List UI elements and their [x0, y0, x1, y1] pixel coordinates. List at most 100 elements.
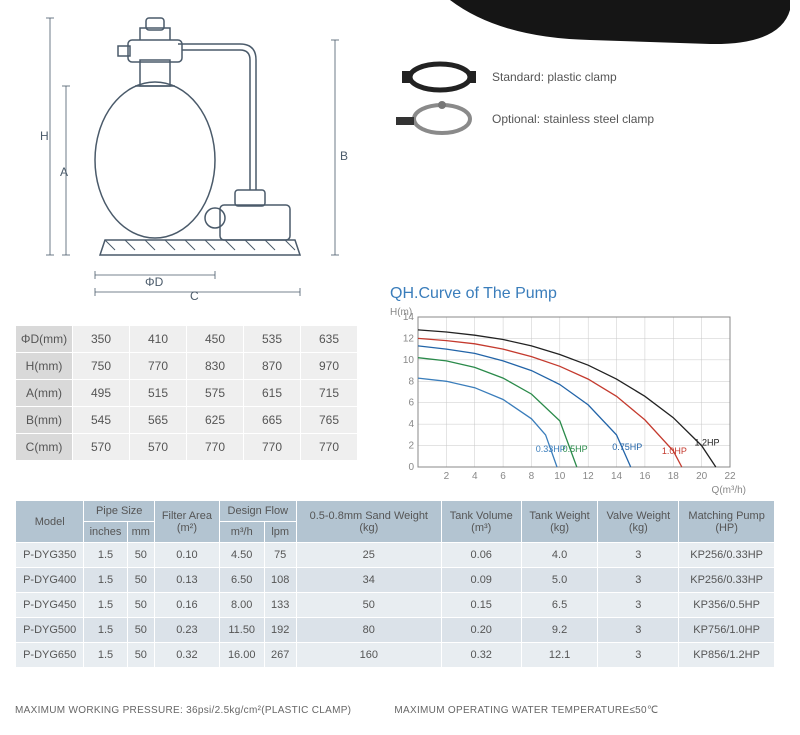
dim-cell: 410 — [130, 326, 187, 353]
svg-text:8: 8 — [408, 376, 414, 387]
spec-cell: 3 — [598, 568, 679, 593]
spec-header: Filter Area(m²) — [155, 501, 220, 543]
spec-cell: 0.32 — [155, 643, 220, 668]
dim-cell: 570 — [73, 434, 130, 461]
clamp-standard-label: Standard: plastic clamp — [492, 70, 617, 84]
spec-header: Tank Volume(m³) — [441, 501, 521, 543]
svg-text:2: 2 — [408, 441, 414, 452]
dim-cell: 770 — [301, 434, 358, 461]
spec-cell: 1.5 — [84, 568, 127, 593]
spec-cell: 0.10 — [155, 543, 220, 568]
dim-label-phiD: ΦD — [145, 275, 164, 289]
spec-cell: 6.5 — [521, 593, 598, 618]
spec-cell: 267 — [264, 643, 296, 668]
spec-subheader: inches — [84, 522, 127, 543]
spec-cell: 3 — [598, 543, 679, 568]
spec-cell: 80 — [296, 618, 441, 643]
spec-cell: KP356/0.5HP — [679, 593, 775, 618]
spec-cell: P-DYG400 — [16, 568, 84, 593]
spec-cell: 0.23 — [155, 618, 220, 643]
spec-cell: P-DYG500 — [16, 618, 84, 643]
footnotes: MAXIMUM WORKING PRESSURE: 36psi/2.5kg/cm… — [15, 705, 775, 716]
svg-text:0.5HP: 0.5HP — [563, 444, 588, 454]
spec-cell: 3 — [598, 593, 679, 618]
svg-text:18: 18 — [668, 471, 680, 482]
spec-cell: 1.5 — [84, 618, 127, 643]
spec-cell: 0.16 — [155, 593, 220, 618]
spec-cell: 5.0 — [521, 568, 598, 593]
dim-cell: 665 — [244, 407, 301, 434]
svg-text:8: 8 — [529, 471, 535, 482]
dim-label-H: H — [40, 129, 49, 143]
spec-cell: 4.50 — [219, 543, 264, 568]
dim-cell: 830 — [187, 353, 244, 380]
dim-cell: 770 — [244, 434, 301, 461]
dim-cell: 765 — [301, 407, 358, 434]
spec-header: Pipe Size — [84, 501, 155, 522]
svg-text:16: 16 — [639, 471, 651, 482]
spec-cell: 108 — [264, 568, 296, 593]
footnote-temp: MAXIMUM OPERATING WATER TEMPERATURE≤50℃ — [394, 705, 658, 716]
chart-title: QH.Curve of The Pump — [390, 285, 760, 303]
dim-cell: 515 — [130, 380, 187, 407]
svg-text:6: 6 — [500, 471, 506, 482]
spec-cell: 1.5 — [84, 643, 127, 668]
spec-header: Valve Weight(kg) — [598, 501, 679, 543]
spec-cell: 11.50 — [219, 618, 264, 643]
svg-text:2: 2 — [444, 471, 450, 482]
dim-cell: 715 — [301, 380, 358, 407]
spec-cell: 8.00 — [219, 593, 264, 618]
spec-cell: 0.06 — [441, 543, 521, 568]
spec-cell: 0.13 — [155, 568, 220, 593]
spec-cell: 3 — [598, 618, 679, 643]
spec-cell: 0.20 — [441, 618, 521, 643]
dim-cell: 565 — [130, 407, 187, 434]
spec-cell: 50 — [127, 543, 154, 568]
spec-cell: 12.1 — [521, 643, 598, 668]
spec-table: ModelPipe SizeFilter Area(m²)Design Flow… — [15, 500, 775, 668]
spec-cell: 3 — [598, 643, 679, 668]
spec-cell: 9.2 — [521, 618, 598, 643]
spec-cell: 50 — [127, 643, 154, 668]
dim-label-A: A — [60, 165, 68, 179]
svg-text:10: 10 — [554, 471, 566, 482]
plastic-clamp-icon — [390, 59, 480, 95]
svg-text:10: 10 — [403, 355, 415, 366]
dimension-table: ΦD(mm)350410450535635H(mm)75077083087097… — [15, 325, 358, 461]
spec-cell: P-DYG350 — [16, 543, 84, 568]
spec-cell: 50 — [296, 593, 441, 618]
spec-cell: KP256/0.33HP — [679, 543, 775, 568]
svg-text:1.2HP: 1.2HP — [695, 438, 720, 448]
qh-curve-chart: H(m)024681012142468101214161820220.33HP0… — [390, 307, 750, 497]
svg-text:12: 12 — [403, 333, 415, 344]
spec-cell: P-DYG650 — [16, 643, 84, 668]
svg-text:Q(m³/h): Q(m³/h) — [712, 485, 746, 496]
spec-cell: 192 — [264, 618, 296, 643]
dim-row-header: A(mm) — [16, 380, 73, 407]
spec-cell: 0.32 — [441, 643, 521, 668]
svg-text:4: 4 — [408, 419, 414, 430]
spec-cell: 1.5 — [84, 543, 127, 568]
dim-cell: 870 — [244, 353, 301, 380]
spec-subheader: m³/h — [219, 522, 264, 543]
dim-row-header: ΦD(mm) — [16, 326, 73, 353]
spec-header: Tank Weight(kg) — [521, 501, 598, 543]
spec-cell: 50 — [127, 593, 154, 618]
spec-cell: KP756/1.0HP — [679, 618, 775, 643]
clamp-annotations: Standard: plastic clamp Optional: stainl… — [390, 55, 790, 205]
spec-cell: 1.5 — [84, 593, 127, 618]
dim-cell: 545 — [73, 407, 130, 434]
clamp-optional-label: Optional: stainless steel clamp — [492, 112, 654, 126]
svg-text:22: 22 — [724, 471, 736, 482]
spec-cell: 50 — [127, 568, 154, 593]
spec-cell: 133 — [264, 593, 296, 618]
spec-subheader: mm — [127, 522, 154, 543]
dim-row-header: C(mm) — [16, 434, 73, 461]
svg-text:14: 14 — [611, 471, 623, 482]
spec-cell: 4.0 — [521, 543, 598, 568]
spec-cell: P-DYG450 — [16, 593, 84, 618]
spec-cell: 0.15 — [441, 593, 521, 618]
footnote-pressure: MAXIMUM WORKING PRESSURE: 36psi/2.5kg/cm… — [15, 705, 351, 716]
svg-text:4: 4 — [472, 471, 478, 482]
spec-cell: 16.00 — [219, 643, 264, 668]
